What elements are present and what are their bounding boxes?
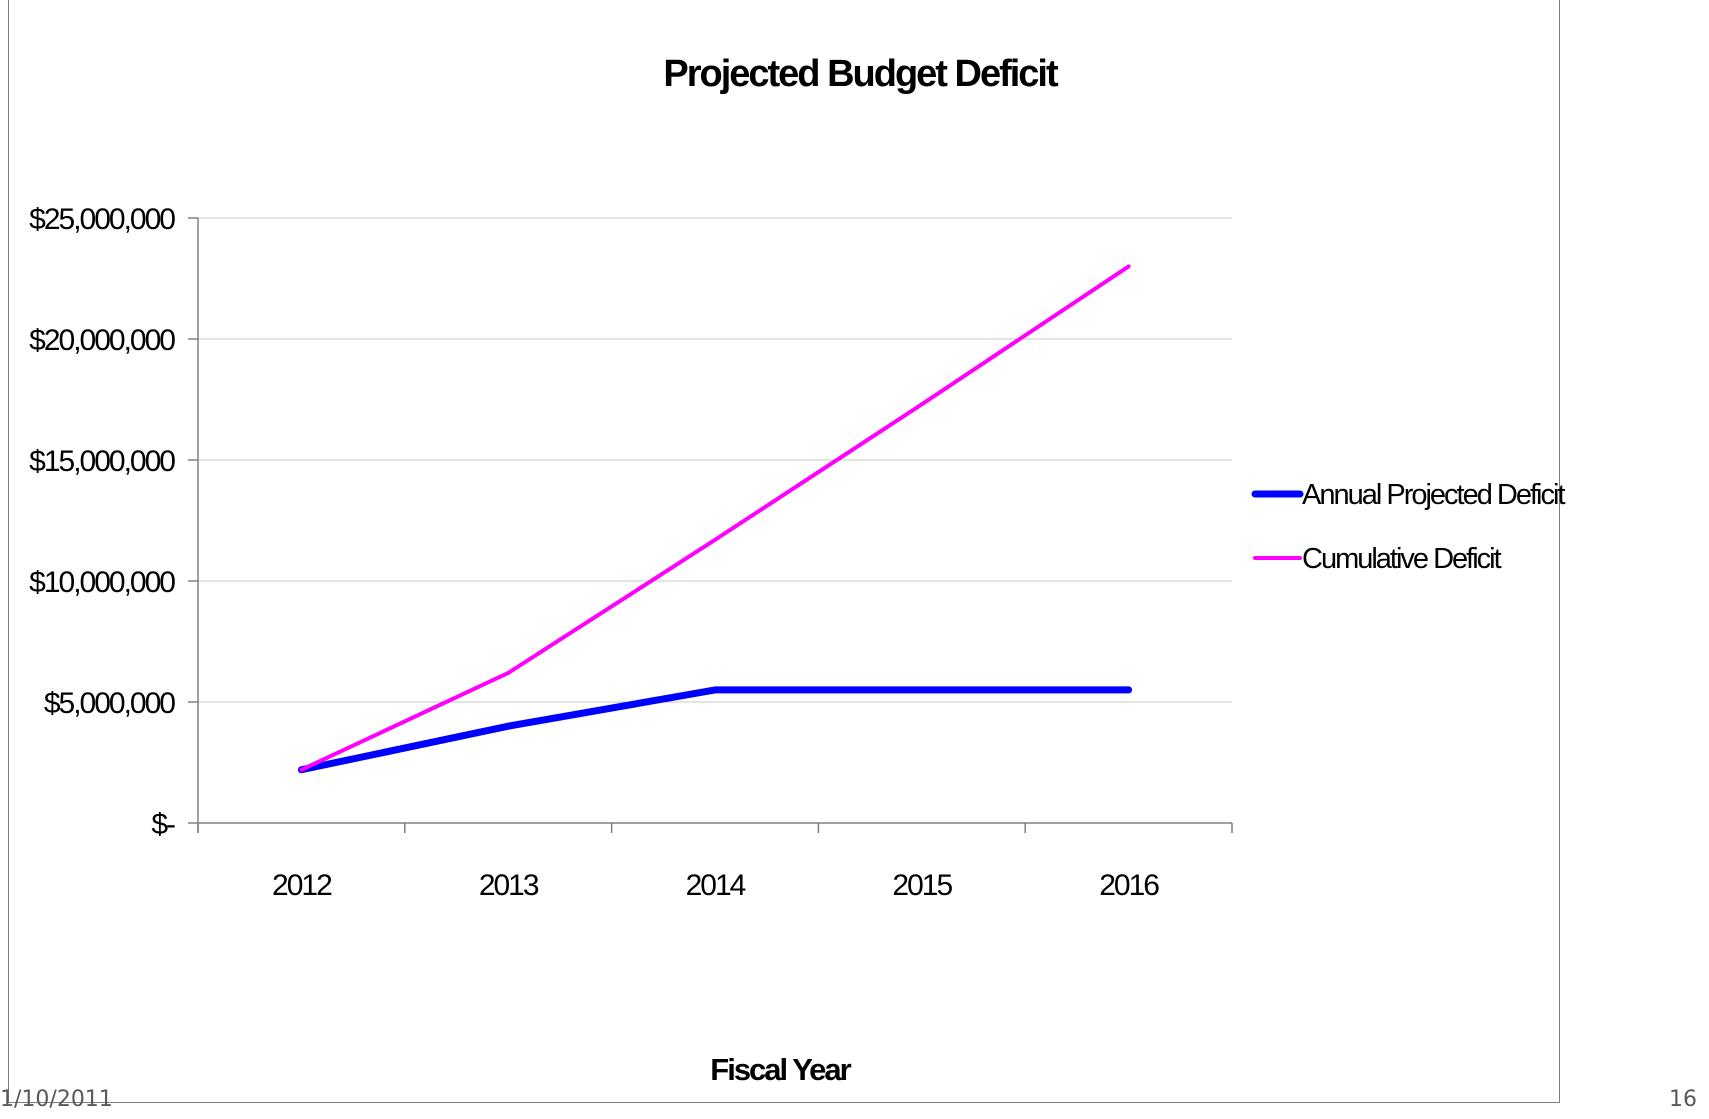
x-tick-labels: 2012 2013 2014 2015 2016 (272, 869, 1161, 902)
y-tick-label: $15,000,000 (29, 445, 175, 478)
legend-label: Cumulative Deficit (1302, 543, 1502, 575)
y-tick-label: $5,000,000 (44, 687, 175, 720)
axes (188, 217, 1233, 833)
y-tick-label: $10,000,000 (29, 566, 175, 599)
y-tick-label: $- (151, 808, 175, 841)
series-lines (297, 264, 1133, 774)
series-line-2 (299, 264, 1131, 772)
x-tick-label: 2015 (892, 869, 952, 902)
x-tick-label: 2012 (272, 869, 332, 902)
x-axis-title: Fiscal Year (710, 1052, 851, 1087)
series-line-1 (297, 686, 1133, 774)
chart-frame (8, 0, 1560, 1103)
gridlines (198, 217, 1232, 703)
footer-date: 1/10/2011 (0, 1087, 113, 1112)
page-number: 16 (1669, 1087, 1697, 1112)
legend: Annual Projected Deficit Cumulative Defic… (1251, 479, 1567, 575)
x-tick-label: 2016 (1099, 869, 1159, 902)
x-tick-label: 2013 (479, 869, 539, 902)
legend-label: Annual Projected Deficit (1302, 479, 1565, 511)
chart-title: Projected Budget Deficit (663, 53, 1059, 95)
x-tick-label: 2014 (686, 869, 746, 902)
y-tick-label: $20,000,000 (29, 324, 175, 357)
y-tick-label: $25,000,000 (29, 203, 175, 236)
y-tick-labels: $- $5,000,000 $10,000,000 $15,000,000 $20,00… (29, 203, 177, 841)
